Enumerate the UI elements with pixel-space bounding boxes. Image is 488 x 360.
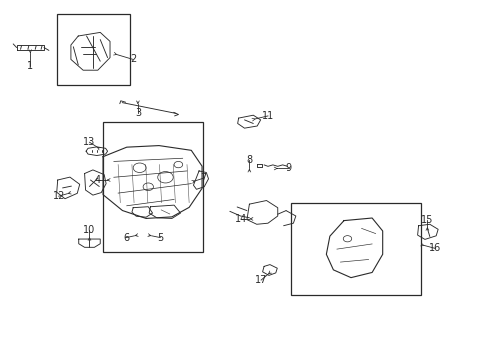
Text: 17: 17 bbox=[254, 275, 267, 285]
Text: 15: 15 bbox=[420, 215, 433, 225]
Text: 5: 5 bbox=[157, 233, 163, 243]
Text: 3: 3 bbox=[135, 108, 141, 118]
Text: 6: 6 bbox=[123, 233, 129, 243]
Text: 9: 9 bbox=[285, 163, 291, 174]
Text: 1: 1 bbox=[27, 60, 33, 71]
Text: 8: 8 bbox=[246, 155, 252, 165]
Text: 2: 2 bbox=[130, 54, 136, 64]
Text: 12: 12 bbox=[52, 191, 65, 201]
Bar bbox=[290, 203, 420, 295]
Text: 4: 4 bbox=[95, 175, 101, 185]
Bar bbox=[102, 122, 203, 252]
Text: 7: 7 bbox=[200, 173, 206, 183]
Text: 11: 11 bbox=[261, 111, 274, 121]
Text: 16: 16 bbox=[428, 243, 441, 253]
Text: 14: 14 bbox=[234, 214, 246, 224]
Text: 13: 13 bbox=[83, 137, 96, 147]
Bar bbox=[57, 14, 129, 85]
Text: 10: 10 bbox=[83, 225, 96, 235]
